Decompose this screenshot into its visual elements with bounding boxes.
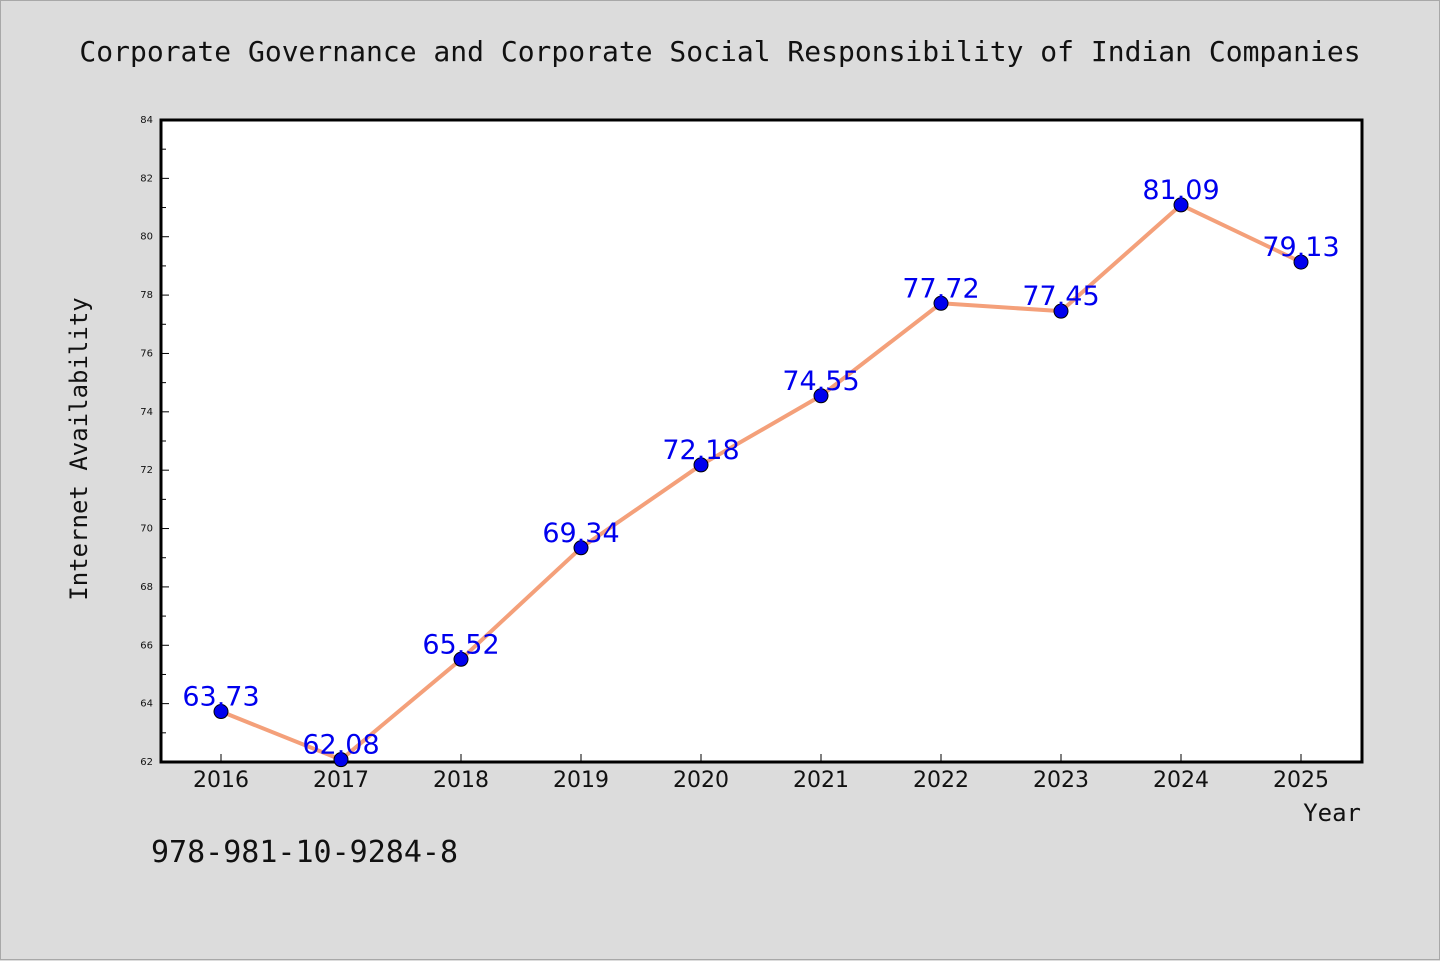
y-tick-label: 66 <box>140 640 153 651</box>
data-point <box>813 388 829 404</box>
data-point <box>453 651 469 667</box>
data-point <box>1173 197 1189 213</box>
x-tick-label: 2019 <box>553 768 609 793</box>
data-label: 79.13 <box>1262 232 1339 263</box>
data-point <box>573 540 589 556</box>
data-labels: 63.73 62.08 65.52 69.34 72.18 74.55 77.72 77.45… <box>182 175 1339 761</box>
series-markers <box>213 197 1309 768</box>
data-label: 74.55 <box>782 366 859 397</box>
y-axis-label: Internet Availability <box>65 297 93 600</box>
data-label: 65.52 <box>422 629 499 660</box>
data-label: 81.09 <box>1142 175 1219 206</box>
y-tick-label: 68 <box>140 582 153 593</box>
x-axis: 2016 2017 2018 2019 2020 2021 2022 2023 2024 2025 <box>193 754 1329 793</box>
y-tick-label: 72 <box>140 465 153 476</box>
x-axis-label: Year <box>1303 799 1361 827</box>
chart-title: Corporate Governance and Corporate Socia… <box>79 35 1361 68</box>
isbn-label: 978-981-10-9284-8 <box>151 835 459 870</box>
y-tick-label: 84 <box>140 115 153 126</box>
y-tick-label: 78 <box>140 290 153 301</box>
data-label: 69.34 <box>542 518 619 549</box>
x-tick-label: 2023 <box>1033 768 1089 793</box>
y-tick-label: 62 <box>140 757 153 768</box>
y-tick-label: 80 <box>140 232 153 243</box>
y-tick-label: 76 <box>140 348 153 359</box>
x-tick-label: 2022 <box>913 768 969 793</box>
series-line <box>220 202 1302 762</box>
data-point <box>1293 254 1309 270</box>
x-tick-label: 2021 <box>793 768 849 793</box>
y-axis: 62 64 66 68 70 72 74 76 78 80 82 84 <box>140 115 169 768</box>
x-tick-label: 2020 <box>673 768 729 793</box>
plot-area <box>159 118 1364 764</box>
data-label: 62.08 <box>302 730 379 761</box>
data-point <box>933 295 949 311</box>
x-tick-label: 2025 <box>1273 768 1329 793</box>
y-tick-label: 82 <box>140 173 153 184</box>
y-tick-label: 64 <box>140 699 153 710</box>
data-label: 63.73 <box>182 682 259 713</box>
x-tick-label: 2017 <box>313 768 369 793</box>
y-tick-label: 74 <box>140 407 153 418</box>
data-label: 72.18 <box>662 435 739 466</box>
y-tick-label: 70 <box>140 524 153 535</box>
data-point <box>1053 303 1069 319</box>
data-label: 77.45 <box>1022 281 1099 312</box>
x-tick-label: 2024 <box>1153 768 1209 793</box>
data-point <box>213 704 229 720</box>
x-tick-label: 2018 <box>433 768 489 793</box>
data-point <box>333 752 349 768</box>
data-label: 77.72 <box>902 273 979 304</box>
x-tick-label: 2016 <box>193 768 249 793</box>
data-point <box>693 457 709 473</box>
